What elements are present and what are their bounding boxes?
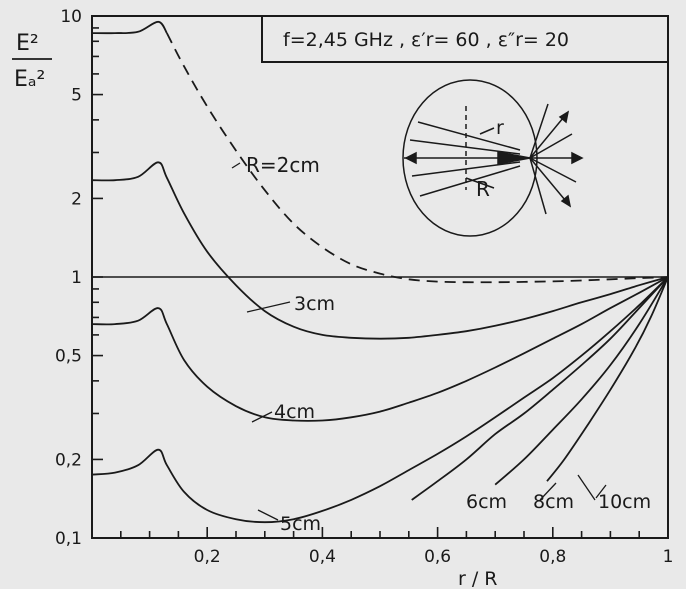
series-labels [231, 162, 607, 521]
series-line-10cm [546, 276, 669, 482]
y-tick-label: 10 [60, 7, 82, 27]
y-axis-ticks: 10 5 2 1 0,5 0,2 0,1 [55, 7, 103, 549]
inset-label-R: R [476, 177, 490, 201]
series-label-3cm: 3cm [294, 293, 335, 315]
inset-sphere-diagram [402, 79, 584, 237]
series-label-4cm: 4cm [274, 401, 315, 423]
series-line-r2cm-solid [91, 20, 168, 35]
annotation-box: f=2,45 GHz , ε′r= 60 , ε″r= 20 [261, 15, 669, 63]
inset-focus-wedge [497, 151, 531, 165]
series-line-5cm [91, 276, 669, 524]
x-tick-label: 0,2 [194, 547, 221, 567]
y-tick-label: 0,2 [55, 450, 82, 470]
y-tick-label: 5 [71, 86, 82, 106]
series-line-r2cm-dashed [166, 32, 669, 284]
series-label-5cm: 5cm [280, 513, 321, 535]
leader-2cm [231, 162, 241, 169]
series-label-2cm: R=2cm [246, 153, 320, 177]
inset-r-leader [479, 127, 495, 135]
y-axis-label: E² Eₐ² [12, 31, 52, 92]
inset-R-leader [465, 177, 495, 189]
y-label-numerator: E² [16, 31, 39, 56]
leader-4cm [251, 411, 273, 423]
x-tick-label: 1 [663, 547, 674, 567]
annotation-text: f=2,45 GHz , ε′r= 60 , ε″r= 20 [283, 29, 569, 51]
y-tick-label: 0,1 [55, 529, 82, 549]
leader-6cm [539, 482, 557, 501]
inset-label-r: r [496, 117, 504, 139]
inset-arrows [404, 103, 584, 215]
leader-10cm [577, 474, 596, 501]
series-line-8cm [494, 276, 669, 486]
x-axis-ticks: 0,2 0,4 0,6 0,8 1 [120, 527, 674, 567]
series-line-6cm [411, 276, 669, 501]
x-tick-label: 0,6 [424, 547, 451, 567]
leader-8cm [595, 484, 607, 499]
y-label-denominator: Eₐ² [14, 67, 45, 92]
series-label-6cm: 6cm [466, 491, 507, 513]
y-tick-label: 2 [71, 189, 82, 209]
series-line-4cm [91, 276, 669, 422]
series-curves [91, 20, 669, 524]
x-axis-label: r / R [458, 568, 498, 589]
leader-3cm [246, 301, 291, 313]
leader-5cm [257, 509, 279, 521]
x-tick-label: 0,8 [539, 547, 566, 567]
y-tick-label: 0,5 [55, 347, 82, 367]
series-label-8cm: 8cm [533, 491, 574, 513]
y-tick-label: 1 [71, 268, 82, 288]
series-line-3cm [91, 161, 669, 340]
annotation-box-frame [261, 15, 669, 63]
x-tick-label: 0,4 [309, 547, 336, 567]
series-label-10cm: 10cm [598, 491, 651, 513]
